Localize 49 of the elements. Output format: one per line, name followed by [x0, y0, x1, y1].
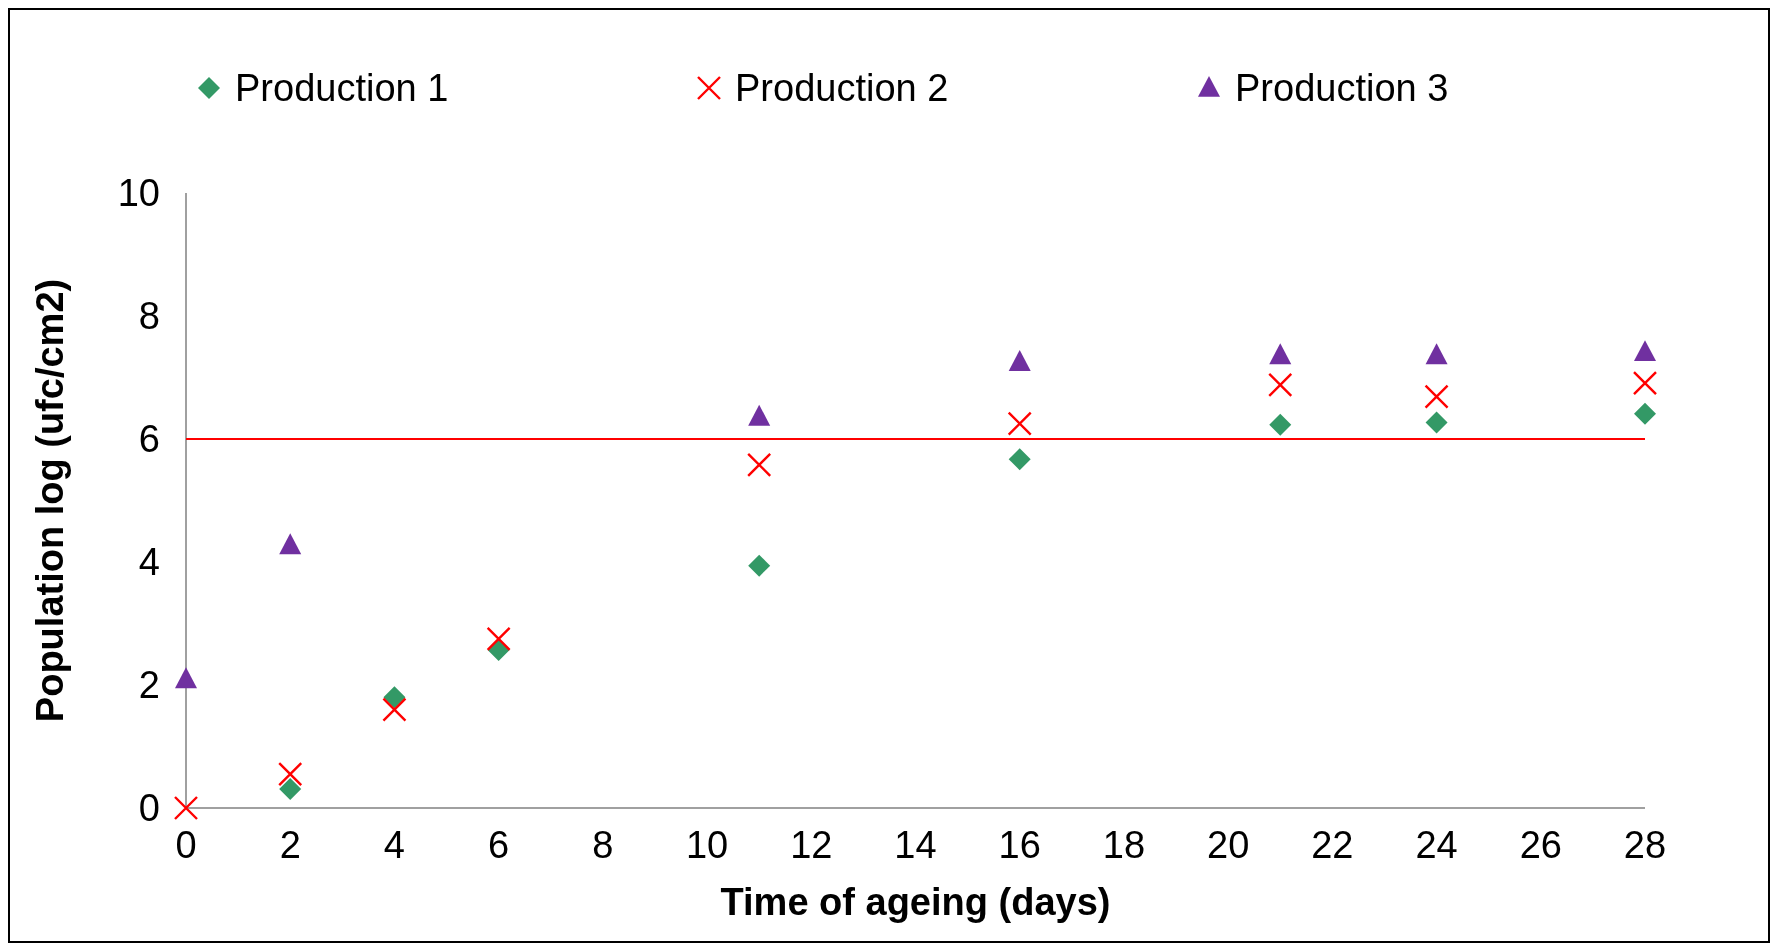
point: [1008, 448, 1031, 471]
point: [1425, 343, 1448, 365]
legend-label: Production 1: [235, 67, 449, 109]
point: [382, 697, 407, 722]
legend-label: Production 2: [735, 67, 949, 109]
x-tick-label: 18: [1102, 824, 1146, 866]
point: [173, 795, 199, 821]
x-tick-label: 4: [383, 824, 405, 866]
legend-label: Production 3: [1235, 67, 1449, 109]
x-axis-title: Time of ageing (days): [720, 881, 1111, 923]
x-tick-label: 22: [1311, 824, 1354, 866]
point: [1632, 370, 1658, 396]
point: [1634, 340, 1656, 362]
point: [383, 686, 406, 709]
x-tick-label: 20: [1207, 824, 1250, 866]
x-tick-label: 16: [998, 824, 1041, 866]
point: [748, 554, 771, 577]
x-tick-label: 2: [279, 824, 301, 866]
point: [1007, 411, 1032, 436]
point: [279, 533, 302, 555]
x-tick-label: 14: [894, 824, 937, 866]
x-tick-label: 10: [685, 824, 729, 866]
point: [278, 761, 303, 787]
point: [746, 452, 772, 478]
y-tick-label: 10: [117, 172, 160, 214]
y-tick-label: 6: [138, 418, 160, 460]
point: [1008, 350, 1031, 371]
x-tick-label: 6: [488, 824, 510, 866]
point: [748, 404, 771, 426]
point: [1425, 411, 1448, 434]
y-tick-label: 2: [138, 664, 160, 706]
x-tick-label: 0: [175, 824, 197, 866]
point: [1269, 413, 1292, 436]
point: [175, 667, 197, 689]
point: [279, 777, 302, 800]
y-tick-label: 8: [138, 295, 160, 337]
point: [1634, 402, 1656, 425]
point: [1424, 384, 1449, 409]
y-tick-label: 0: [138, 787, 160, 829]
point: [1268, 372, 1293, 398]
y-axis-title: Population log (ufc/cm2): [29, 278, 71, 723]
x-tick-label: 28: [1623, 824, 1667, 866]
point: [1269, 343, 1292, 365]
y-tick-label: 4: [138, 541, 160, 583]
point: [486, 626, 511, 652]
x-tick-label: 12: [790, 824, 833, 866]
x-tick-label: 8: [592, 824, 614, 866]
x-tick-label: 24: [1415, 824, 1458, 866]
x-tick-label: 26: [1519, 824, 1562, 866]
